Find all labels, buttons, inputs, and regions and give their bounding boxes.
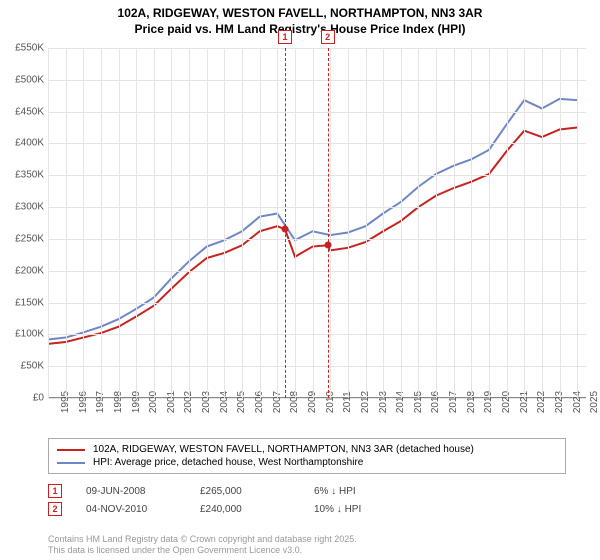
gridline-v (471, 48, 472, 398)
gridline-h (48, 271, 586, 272)
gridline-v (401, 48, 402, 398)
y-tick-label: £350K (15, 170, 44, 181)
footnote: Contains HM Land Registry data © Crown c… (48, 534, 357, 556)
gridline-v (48, 48, 49, 398)
event-date: 09-JUN-2008 (86, 486, 176, 497)
y-tick-label: £150K (15, 297, 44, 308)
y-tick-label: £50K (21, 361, 44, 372)
y-tick-label: £100K (15, 329, 44, 340)
gridline-h (48, 143, 586, 144)
event-delta: 6% ↓ HPI (314, 486, 404, 497)
gridline-v (383, 48, 384, 398)
event-dot (324, 242, 331, 249)
gridline-v (507, 48, 508, 398)
title-line2: Price paid vs. HM Land Registry's House … (0, 22, 600, 38)
event-marker-top: 2 (321, 30, 335, 44)
line-layer (48, 48, 586, 398)
gridline-h (48, 303, 586, 304)
gridline-v (577, 48, 578, 398)
gridline-v (524, 48, 525, 398)
y-tick-label: £400K (15, 138, 44, 149)
y-tick-label: £450K (15, 106, 44, 117)
gridline-v (154, 48, 155, 398)
event-dot (282, 226, 289, 233)
gridline-h (48, 207, 586, 208)
event-row: 1 09-JUN-2008 £265,000 6% ↓ HPI (48, 482, 404, 500)
event-delta: 10% ↓ HPI (314, 504, 404, 515)
gridline-v (189, 48, 190, 398)
footer-line2: This data is licensed under the Open Gov… (48, 545, 357, 556)
chart-container: 102A, RIDGEWAY, WESTON FAVELL, NORTHAMPT… (0, 0, 600, 560)
gridline-v (454, 48, 455, 398)
event-vline (328, 48, 329, 398)
legend-swatch (57, 462, 85, 464)
gridline-v (542, 48, 543, 398)
gridline-v (418, 48, 419, 398)
gridline-v (260, 48, 261, 398)
gridline-v (242, 48, 243, 398)
gridline-v (171, 48, 172, 398)
gridline-v (83, 48, 84, 398)
gridline-v (101, 48, 102, 398)
gridline-v (136, 48, 137, 398)
event-price: £265,000 (200, 486, 290, 497)
y-tick-label: £200K (15, 265, 44, 276)
gridline-h (48, 334, 586, 335)
x-tick-label: 2025 (577, 391, 600, 413)
gridline-v (313, 48, 314, 398)
gridline-v (348, 48, 349, 398)
y-tick-label: £250K (15, 233, 44, 244)
legend-item: HPI: Average price, detached house, West… (57, 456, 557, 469)
gridline-v (436, 48, 437, 398)
event-date: 04-NOV-2010 (86, 504, 176, 515)
event-marker: 2 (48, 502, 62, 516)
chart-title: 102A, RIDGEWAY, WESTON FAVELL, NORTHAMPT… (0, 0, 600, 37)
gridline-v (330, 48, 331, 398)
gridline-h (48, 175, 586, 176)
y-tick-label: £300K (15, 202, 44, 213)
event-row: 2 04-NOV-2010 £240,000 10% ↓ HPI (48, 500, 404, 518)
footer-line1: Contains HM Land Registry data © Crown c… (48, 534, 357, 545)
legend-label: 102A, RIDGEWAY, WESTON FAVELL, NORTHAMPT… (93, 444, 474, 455)
gridline-h (48, 48, 586, 49)
event-table: 1 09-JUN-2008 £265,000 6% ↓ HPI 2 04-NOV… (48, 482, 404, 518)
gridline-h (48, 366, 586, 367)
plot-area: £0£50K£100K£150K£200K£250K£300K£350K£400… (48, 48, 586, 398)
gridline-h (48, 80, 586, 81)
legend-box: 102A, RIDGEWAY, WESTON FAVELL, NORTHAMPT… (48, 438, 566, 474)
event-price: £240,000 (200, 504, 290, 515)
gridline-v (277, 48, 278, 398)
y-tick-label: £500K (15, 74, 44, 85)
legend-item: 102A, RIDGEWAY, WESTON FAVELL, NORTHAMPT… (57, 443, 557, 456)
y-tick-label: £0 (33, 393, 44, 404)
gridline-v (489, 48, 490, 398)
gridline-h (48, 112, 586, 113)
event-marker-top: 1 (278, 30, 292, 44)
event-vline (285, 48, 286, 398)
y-tick-label: £550K (15, 43, 44, 54)
gridline-h (48, 239, 586, 240)
legend-label: HPI: Average price, detached house, West… (93, 457, 363, 468)
gridline-v (119, 48, 120, 398)
gridline-v (66, 48, 67, 398)
gridline-v (207, 48, 208, 398)
gridline-v (295, 48, 296, 398)
title-line1: 102A, RIDGEWAY, WESTON FAVELL, NORTHAMPT… (0, 6, 600, 22)
gridline-v (224, 48, 225, 398)
event-marker: 1 (48, 484, 62, 498)
legend-swatch (57, 449, 85, 451)
gridline-v (366, 48, 367, 398)
gridline-v (560, 48, 561, 398)
